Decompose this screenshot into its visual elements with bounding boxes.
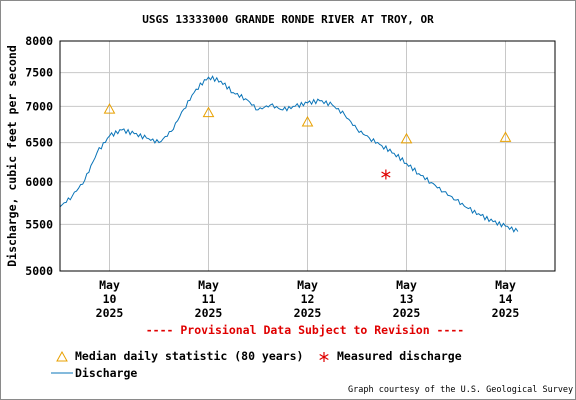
x-tick-label: 11: [202, 292, 216, 306]
x-tick-label: 13: [400, 292, 414, 306]
legend-median-label: Median daily statistic (80 years): [75, 349, 304, 363]
provisional-notice: ---- Provisional Data Subject to Revisio…: [145, 323, 465, 337]
median-marker: [301, 115, 314, 127]
median-marker: [202, 106, 215, 118]
x-tick-label: May: [297, 278, 318, 292]
chart-title: USGS 13333000 GRANDE RONDE RIVER AT TROY…: [142, 13, 434, 26]
x-tick-label: 14: [499, 292, 513, 306]
legend-measured-asterisk-icon: [319, 352, 329, 362]
x-tick-label: May: [495, 278, 516, 292]
x-tick-label: 2025: [492, 306, 520, 320]
median-marker: [400, 132, 413, 144]
x-tick-label: May: [198, 278, 219, 292]
y-tick-label: 7000: [25, 99, 53, 113]
y-tick-label: 8000: [25, 34, 53, 48]
credit-text: Graph courtesy of the U.S. Geological Su…: [348, 385, 574, 395]
x-tick-label: 2025: [393, 306, 421, 320]
y-axis-label: Discharge, cubic feet per second: [5, 45, 19, 267]
legend-median-triangle-icon: [56, 350, 68, 362]
median-marker: [103, 103, 116, 114]
y-tick-label: 5000: [25, 264, 53, 278]
legend-discharge-label: Discharge: [75, 366, 138, 380]
x-tick-label: May: [396, 278, 417, 292]
x-tick-label: May: [99, 278, 120, 292]
x-tick-label: 2025: [195, 306, 223, 320]
x-tick-label: 2025: [294, 306, 322, 320]
x-tick-label: 12: [301, 292, 315, 306]
y-tick-label: 6000: [25, 175, 53, 189]
y-tick-label: 5500: [25, 217, 53, 231]
y-tick-label: 6500: [25, 136, 53, 150]
plot-frame: [59, 40, 556, 272]
discharge-line: [59, 75, 519, 233]
legend-measured-label: Measured discharge: [337, 349, 462, 363]
median-marker: [499, 131, 512, 142]
x-tick-label: 2025: [96, 306, 124, 320]
y-tick-label: 7500: [25, 66, 53, 80]
measured-marker: [381, 169, 391, 180]
x-tick-label: 10: [103, 292, 117, 306]
